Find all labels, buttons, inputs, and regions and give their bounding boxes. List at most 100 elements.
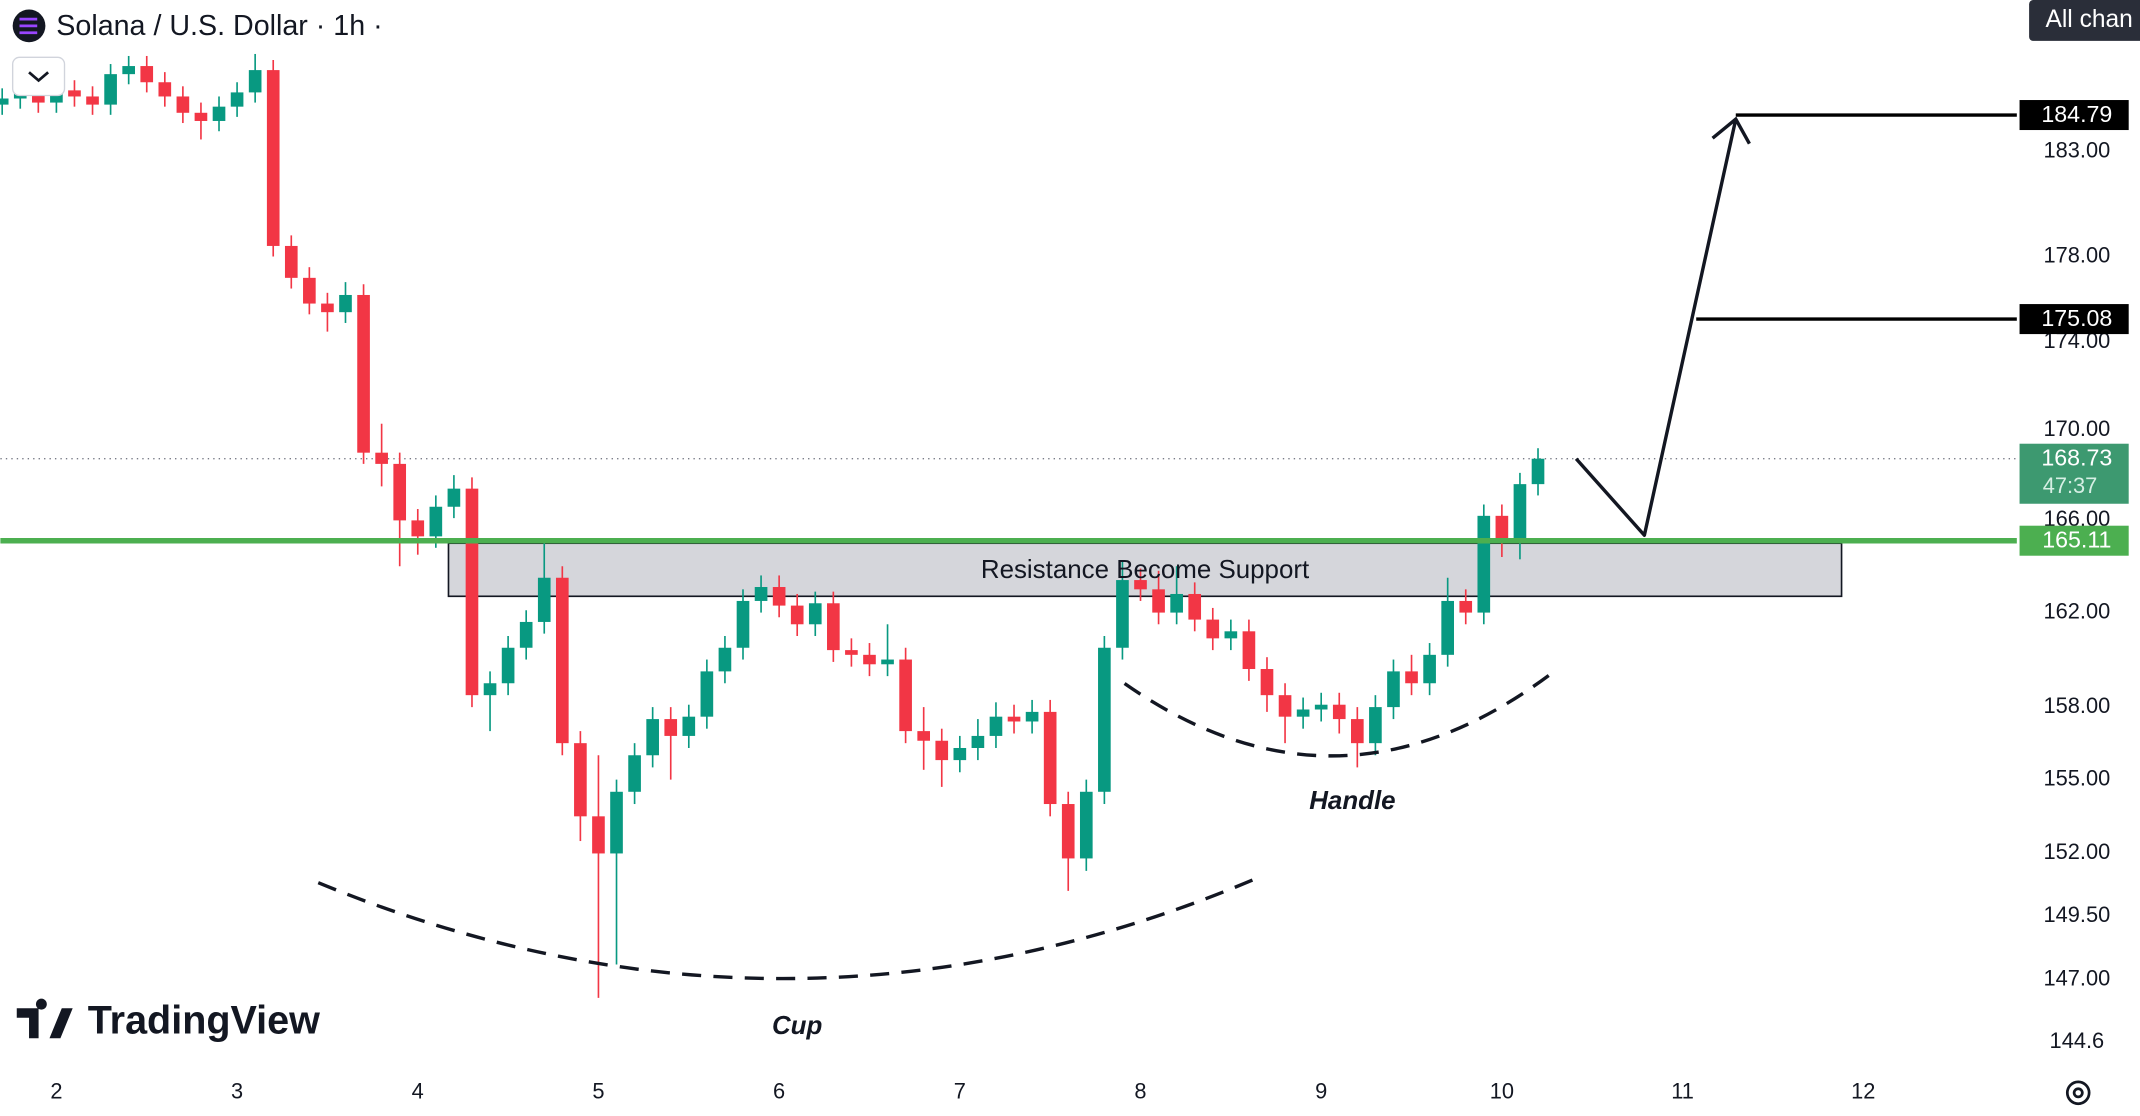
candle-body: [628, 755, 641, 792]
cup-label: Cup: [772, 1012, 822, 1040]
candle-body: [104, 74, 117, 105]
last-price-tag: 168.73: [2041, 445, 2112, 471]
y-tick-label: 147.00: [2043, 966, 2110, 991]
candle-body: [303, 277, 316, 304]
candle-body: [537, 577, 551, 622]
projection-arrowhead: [1711, 116, 1751, 145]
watermark: TradingView: [88, 999, 320, 1043]
candle-body: [1405, 671, 1418, 684]
candle-body: [881, 659, 894, 665]
candle-body: [1025, 711, 1039, 722]
target-tag: 175.08: [2041, 305, 2112, 331]
candle-body: [646, 719, 659, 756]
candle-body: [176, 96, 190, 113]
candle-body: [718, 647, 732, 672]
candle-body: [1043, 711, 1057, 805]
support-tag-bg: [2019, 525, 2129, 556]
candle-body: [555, 577, 569, 744]
candle-body: [989, 716, 1003, 736]
candle-body: [610, 791, 623, 854]
candle-body: [1116, 580, 1129, 648]
settings-icon[interactable]: [2065, 1080, 2091, 1106]
candle-body: [212, 106, 226, 121]
candle-body: [321, 303, 334, 313]
candle-body: [32, 92, 45, 103]
y-tick-label: 178.00: [2043, 242, 2110, 267]
candle-body: [1098, 647, 1111, 792]
y-tick-label: 183.00: [2043, 138, 2110, 163]
symbol-icon-stripes: [19, 17, 38, 35]
candle-body: [1441, 600, 1454, 655]
y-tick-label: 149.50: [2043, 902, 2110, 927]
candle-body: [1224, 631, 1238, 639]
candle-body: [1206, 619, 1220, 639]
x-tick-label: 5: [592, 1079, 604, 1104]
plot-area: 183.00178.00174.00170.00166.00162.00158.…: [0, 53, 2129, 1104]
candle-body: [790, 605, 804, 625]
candle-body: [68, 90, 81, 97]
candle-body: [429, 506, 443, 537]
settings-icon-center: [2072, 1087, 2084, 1099]
candle-body: [845, 650, 858, 655]
candle-body: [1351, 719, 1364, 744]
chart-title: Solana / U.S. Dollar · 1h ·: [56, 10, 382, 42]
candle-body: [248, 70, 262, 93]
candle-body: [574, 743, 587, 817]
candle-body: [700, 671, 714, 717]
x-tick-label: 7: [954, 1079, 966, 1104]
candle-body: [194, 112, 208, 121]
x-tick-label: 11: [1671, 1079, 1694, 1104]
x-tick-label: 12: [1851, 1079, 1875, 1104]
x-tick-label: 3: [231, 1079, 243, 1104]
candle-body: [339, 294, 352, 313]
y-tick-label: 170.00: [2043, 416, 2110, 441]
candle-body: [1531, 458, 1545, 485]
candle-body: [1332, 704, 1346, 720]
candle-body: [917, 731, 931, 741]
candle-body: [284, 245, 298, 278]
candle-body: [411, 520, 425, 537]
candle-body: [736, 600, 750, 648]
collapse-button[interactable]: [11, 56, 66, 97]
y-tick-label: 152.00: [2043, 839, 2110, 864]
all-charts-button[interactable]: [2029, 0, 2140, 41]
all-charts-label: All chan: [2045, 6, 2132, 33]
support-tag: 165.11: [2042, 527, 2111, 553]
countdown: 47:37: [2043, 473, 2098, 498]
candle-body: [754, 587, 768, 601]
candle-body: [1079, 791, 1093, 859]
last-price-tag-bg: [2019, 443, 2129, 504]
x-tick-label: 4: [412, 1079, 424, 1104]
candle-body: [1152, 589, 1165, 613]
x-tick-label: 10: [1490, 1079, 1514, 1104]
candle-body: [971, 735, 985, 748]
candle-body: [592, 816, 605, 854]
candle-body: [1495, 515, 1509, 539]
candle-body: [1513, 484, 1527, 539]
candle-body: [483, 683, 497, 696]
candle-body: [682, 716, 696, 736]
watermark-logo: [16, 998, 73, 1039]
candle-body: [1296, 709, 1310, 717]
candle-body: [158, 82, 172, 97]
candle-body: [808, 603, 822, 625]
candle-body: [1188, 593, 1202, 620]
cup-curve: [317, 874, 1264, 981]
handle-curve: [1123, 673, 1550, 758]
x-tick-label: 2: [50, 1079, 62, 1104]
candle-body: [772, 587, 786, 606]
candle-body: [1260, 669, 1274, 696]
candle-body: [1170, 593, 1183, 613]
target-tag-bg: [2019, 100, 2129, 131]
candle-body: [1061, 804, 1075, 859]
candle-body: [1423, 654, 1436, 684]
x-tick-label: 8: [1134, 1079, 1146, 1104]
candle-body: [664, 719, 678, 736]
collapse-icon: [28, 71, 50, 83]
candle-body: [122, 66, 135, 75]
candle-body: [465, 488, 479, 696]
candle-body: [863, 654, 876, 665]
y-tick-label: 162.00: [2043, 598, 2110, 623]
